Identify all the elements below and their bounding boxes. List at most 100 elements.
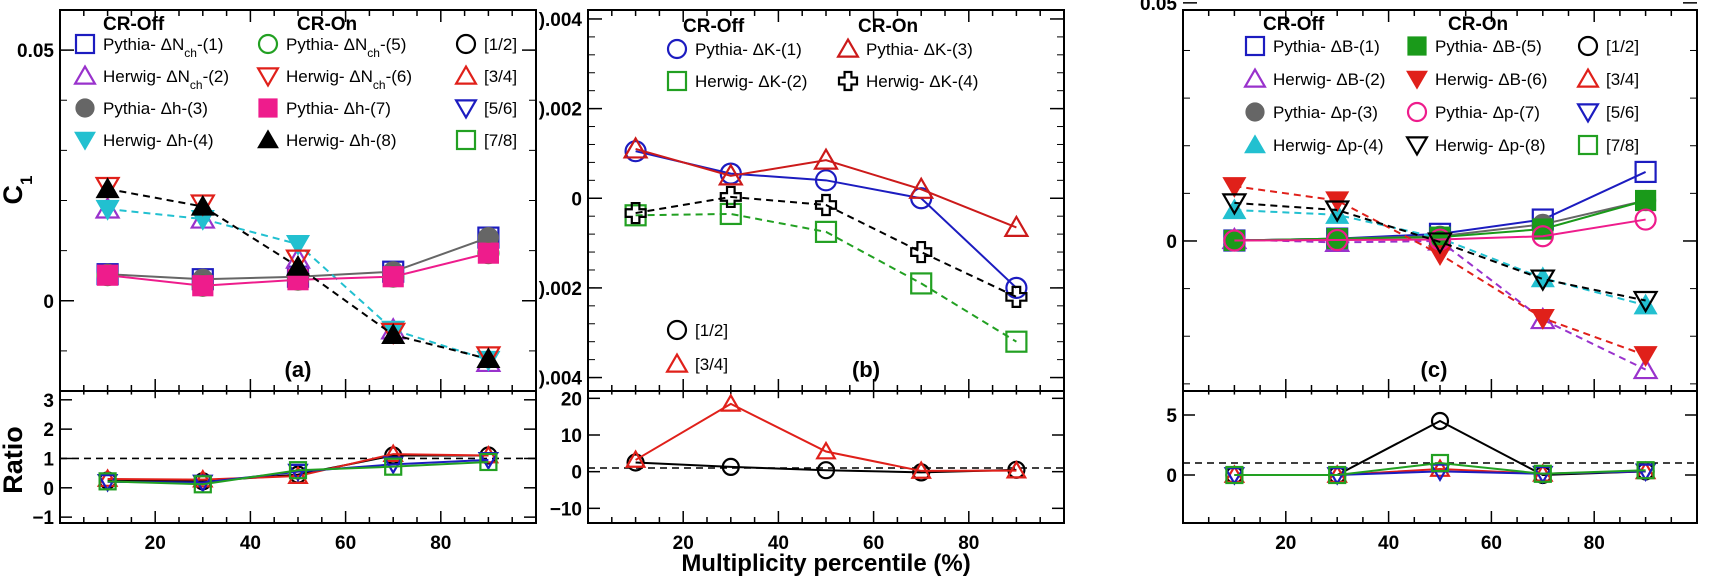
ratio-point bbox=[910, 460, 932, 479]
ratio-y-tick-label: 0 bbox=[1166, 466, 1177, 487]
data-point bbox=[1326, 228, 1349, 252]
series-group bbox=[622, 136, 1030, 353]
legend-marker bbox=[666, 319, 688, 341]
data-point bbox=[1634, 160, 1657, 184]
data-point bbox=[717, 163, 744, 186]
ratio-point bbox=[1328, 465, 1347, 485]
y-tick-label: ).002 bbox=[539, 279, 582, 300]
y-tick-label: ).004 bbox=[539, 10, 583, 31]
ratio-y-axis-ticks: −10 0 10 20 bbox=[550, 389, 1064, 520]
ratio-point bbox=[288, 461, 308, 480]
ratio-y-axis-ticks: −1 0 1 2 3 bbox=[32, 391, 536, 529]
data-point bbox=[1005, 276, 1028, 300]
data-point bbox=[1532, 218, 1554, 240]
legend-label: [7/8] bbox=[484, 131, 517, 150]
data-point bbox=[1428, 228, 1452, 251]
ratio-point bbox=[626, 453, 645, 472]
legend-label: Pythia- ΔNch-(5) bbox=[286, 35, 406, 60]
y-tick-label: 0 bbox=[1166, 232, 1177, 253]
data-point bbox=[1003, 214, 1030, 237]
y-axis-ticks: 00.05 bbox=[1140, 0, 1697, 385]
data-point bbox=[285, 235, 311, 256]
ratio-line-2 bbox=[107, 453, 489, 481]
legend-marker bbox=[666, 70, 688, 92]
legend-label: [3/4] bbox=[695, 355, 728, 374]
legend-marker bbox=[257, 33, 279, 55]
x-tick-label: 80 bbox=[1584, 533, 1605, 554]
ratio-axis-label: Ratio bbox=[0, 426, 28, 494]
data-point bbox=[1530, 309, 1555, 330]
legend-marker bbox=[1405, 136, 1429, 157]
legend-marker bbox=[837, 70, 859, 92]
x-axis-ticks: 20 40 60 80 bbox=[59, 10, 537, 554]
data-point bbox=[285, 249, 311, 272]
legend-marker bbox=[1244, 134, 1266, 154]
data-point bbox=[1633, 293, 1658, 315]
x-tick-label: 60 bbox=[863, 533, 884, 554]
ratio-y-tick-label: 10 bbox=[561, 426, 582, 447]
y-tick-label: ).002 bbox=[539, 100, 582, 121]
legend-label: Herwig- ΔNch-(2) bbox=[103, 67, 229, 92]
data-point bbox=[1632, 356, 1659, 380]
ratio-y-tick-label: 3 bbox=[43, 391, 54, 412]
ratio-point bbox=[193, 475, 212, 494]
ratio-series-group bbox=[624, 393, 1028, 482]
ratio-point bbox=[1533, 464, 1552, 483]
main-plot-frame bbox=[1182, 9, 1698, 392]
ratio-series-group bbox=[96, 443, 500, 494]
x-tick-label: 20 bbox=[1275, 533, 1296, 554]
data-point bbox=[719, 185, 742, 209]
legend-label: Herwig- Δh-(4) bbox=[103, 131, 214, 150]
legend-label: [5/6] bbox=[1606, 103, 1639, 122]
data-point bbox=[910, 272, 933, 295]
legend: CR-Off CR-On Pythia- ΔNch-(1) Herwig- ΔNch-… bbox=[73, 14, 517, 151]
ratio-y-tick-label: −10 bbox=[550, 499, 582, 520]
legend-marker bbox=[454, 64, 478, 85]
legend-label: [1/2] bbox=[484, 35, 517, 54]
legend-marker bbox=[455, 129, 477, 151]
legend-label: Herwig- ΔB-(6) bbox=[1435, 70, 1547, 89]
legend-label: Herwig- Δp-(8) bbox=[1435, 136, 1546, 155]
legend-marker bbox=[256, 67, 280, 88]
legend-marker bbox=[455, 33, 477, 55]
legend-marker bbox=[1406, 101, 1428, 123]
legend-marker bbox=[75, 98, 95, 118]
series-line-4 bbox=[635, 195, 1017, 298]
main-plot-frame bbox=[587, 9, 1065, 392]
data-point bbox=[813, 147, 839, 170]
x-tick-label: 40 bbox=[240, 533, 261, 554]
y-tick-label: 0.05 bbox=[17, 41, 54, 62]
ratio-point bbox=[1429, 463, 1451, 482]
data-point bbox=[1632, 290, 1659, 314]
legend-marker bbox=[454, 99, 478, 120]
ratio-y-tick-label: −1 bbox=[32, 508, 54, 529]
ratio-point bbox=[98, 472, 117, 491]
legend-label: [1/2] bbox=[1606, 37, 1639, 56]
legend-header: CR-On bbox=[858, 16, 918, 37]
x-tick-label: 60 bbox=[335, 533, 356, 554]
panel-b: 20 40 60 80).004).002 0).002).004 −10 0 10 20 CR-… bbox=[539, 9, 1065, 577]
data-point bbox=[1223, 229, 1246, 252]
data-point bbox=[192, 275, 214, 297]
legend-marker bbox=[1243, 67, 1267, 88]
data-point bbox=[1005, 330, 1028, 353]
data-point bbox=[477, 242, 499, 264]
legend-header: CR-Off bbox=[1263, 14, 1325, 35]
ratio-series-group bbox=[1223, 411, 1657, 486]
legend-label: Pythia- ΔK-(1) bbox=[695, 40, 802, 59]
ratio-point bbox=[192, 468, 214, 488]
legend-label: [1/2] bbox=[695, 321, 728, 340]
x-tick-label: 60 bbox=[1481, 533, 1502, 554]
ratio-point bbox=[382, 456, 404, 475]
data-point bbox=[95, 177, 120, 199]
data-point bbox=[908, 176, 935, 199]
panel-label: (c) bbox=[1421, 357, 1448, 382]
legend-label: Herwig- Δh-(8) bbox=[286, 131, 397, 150]
data-point bbox=[1325, 203, 1350, 224]
y-axis-ticks: ).004).002 0).002).004 bbox=[539, 10, 1064, 390]
ratio-point bbox=[721, 457, 740, 476]
ratio-point bbox=[384, 457, 403, 476]
ratio-point bbox=[479, 452, 498, 472]
